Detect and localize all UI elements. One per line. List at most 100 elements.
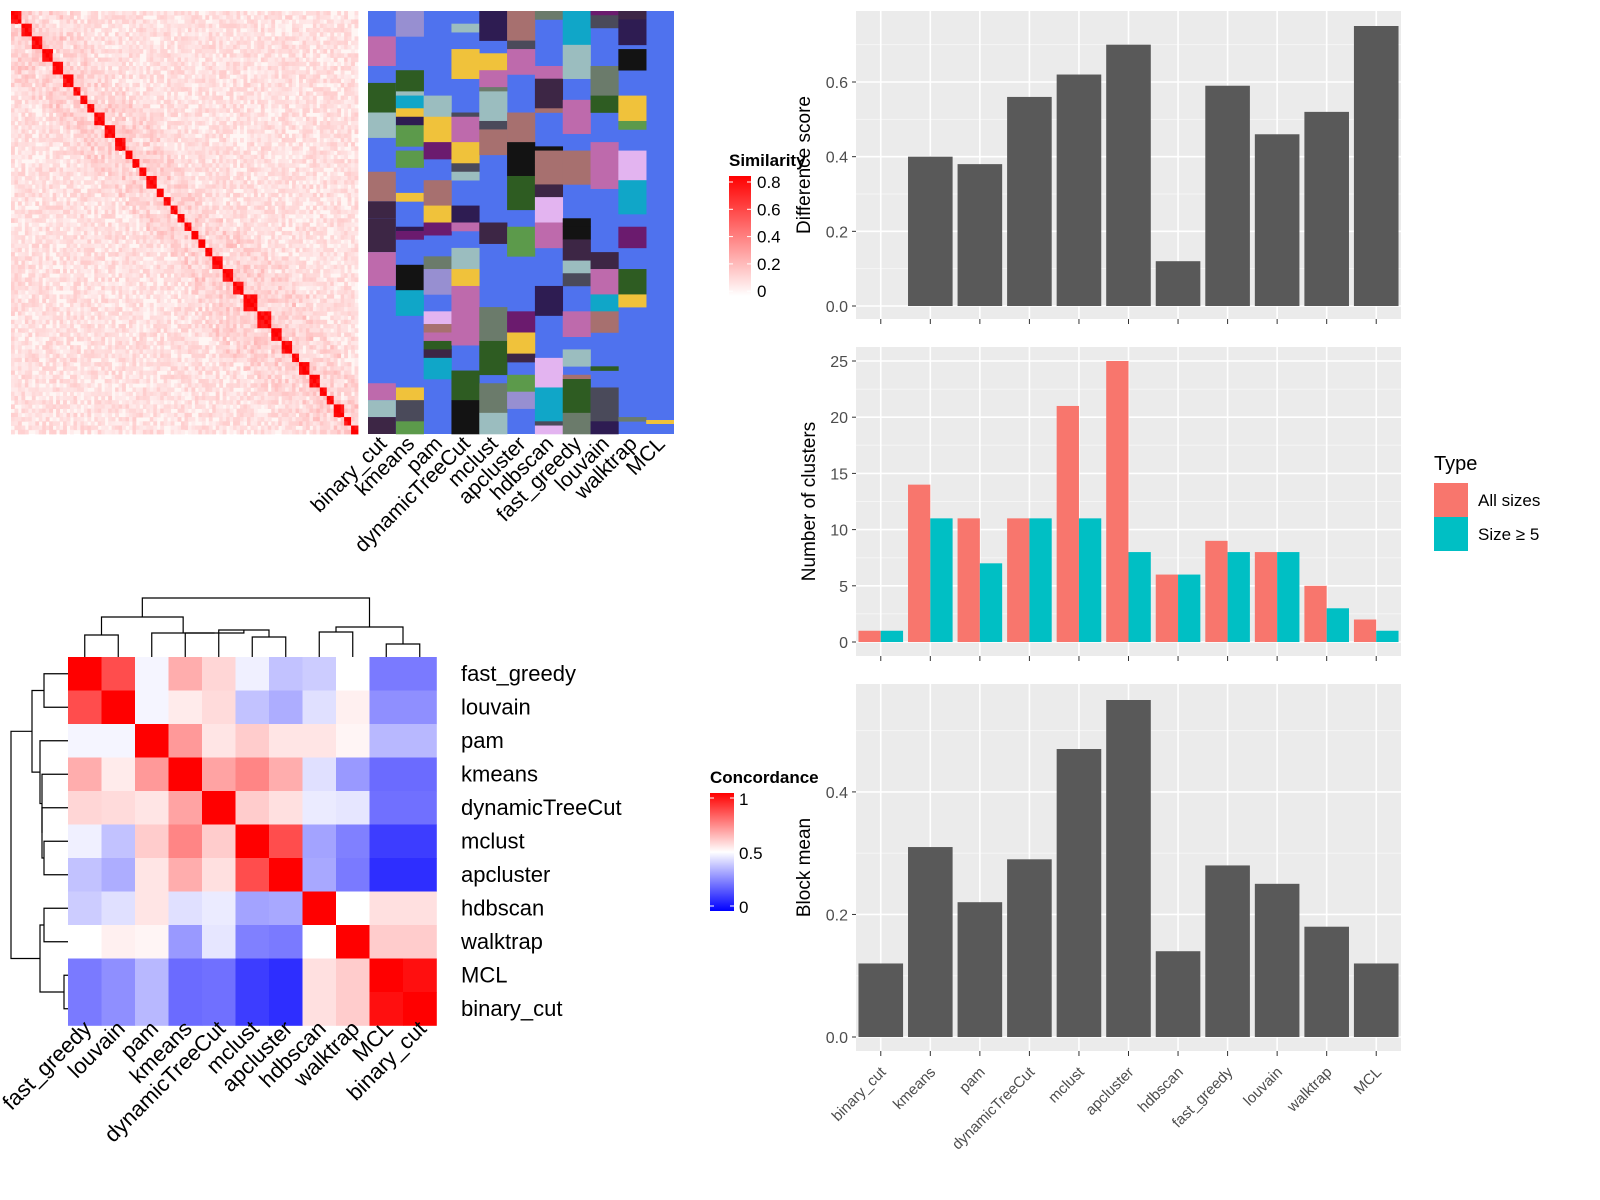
- similarity-cell: [69, 36, 74, 42]
- similarity-cell: [49, 256, 54, 261]
- similarity-cell: [69, 214, 74, 219]
- similarity-cell: [146, 159, 151, 164]
- similarity-cell: [205, 82, 210, 88]
- similarity-cell: [56, 91, 60, 96]
- similarity-cell: [330, 125, 335, 130]
- similarity-cell: [219, 159, 224, 164]
- similarity-cell: [38, 209, 43, 215]
- similarity-cell: [191, 57, 196, 63]
- similarity-cell: [11, 57, 15, 63]
- similarity-cell: [219, 27, 224, 33]
- similarity-cell: [45, 167, 50, 173]
- similarity-cell: [340, 209, 345, 215]
- similarity-cell: [132, 235, 137, 240]
- similarity-cell: [49, 70, 54, 75]
- similarity-cell: [31, 192, 36, 198]
- similarity-cell: [187, 78, 192, 84]
- similarity-cell: [52, 11, 57, 16]
- similarity-cell: [295, 108, 300, 113]
- similarity-cell: [264, 112, 269, 118]
- similarity-cell: [198, 142, 203, 147]
- similarity-cell: [90, 201, 95, 206]
- similarity-cell: [146, 91, 151, 96]
- similarity-cell: [35, 167, 40, 173]
- similarity-cell: [28, 11, 33, 16]
- similarity-cell: [17, 129, 22, 135]
- similarity-cell: [312, 65, 317, 71]
- similarity-cell: [156, 108, 161, 113]
- similarity-cell: [149, 137, 154, 143]
- similarity-cell: [94, 116, 99, 122]
- similarity-cell: [146, 252, 151, 257]
- similarity-cell: [271, 53, 276, 58]
- similarity-cell: [264, 70, 269, 75]
- similarity-cell: [21, 214, 26, 219]
- similarity-cell: [326, 197, 331, 202]
- similarity-cell: [288, 125, 293, 130]
- similarity-cell: [97, 260, 102, 266]
- similarity-cell: [115, 154, 119, 160]
- similarity-cell: [49, 133, 54, 139]
- similarity-cell: [323, 171, 328, 177]
- similarity-cell: [45, 49, 50, 54]
- similarity-cell: [90, 146, 95, 151]
- similarity-cell: [56, 167, 60, 173]
- similarity-cell: [333, 180, 338, 185]
- similarity-cell: [59, 91, 64, 96]
- similarity-cell: [59, 167, 64, 173]
- similarity-cell: [73, 99, 78, 105]
- similarity-cell: [267, 171, 272, 177]
- similarity-cell: [21, 137, 26, 143]
- similarity-cell: [187, 19, 192, 25]
- similarity-cell: [351, 184, 355, 190]
- similarity-cell: [205, 61, 210, 67]
- similarity-cell: [28, 192, 33, 198]
- similarity-cell: [316, 36, 321, 42]
- similarity-cell: [14, 214, 19, 219]
- similarity-cell: [42, 15, 47, 20]
- similarity-cell: [205, 209, 210, 215]
- similarity-cell: [69, 99, 74, 105]
- similarity-cell: [128, 142, 133, 147]
- similarity-cell: [135, 95, 140, 101]
- similarity-cell: [340, 104, 345, 109]
- similarity-cell: [118, 125, 123, 130]
- similarity-cell: [344, 192, 348, 198]
- similarity-cell: [132, 82, 137, 88]
- similarity-cell: [76, 180, 81, 185]
- similarity-cell: [142, 260, 147, 266]
- similarity-cell: [177, 57, 182, 63]
- similarity-cell: [194, 99, 199, 105]
- similarity-cell: [94, 104, 99, 109]
- similarity-cell: [208, 108, 213, 113]
- similarity-cell: [63, 74, 67, 80]
- similarity-cell: [167, 188, 172, 194]
- similarity-cell: [194, 214, 199, 219]
- similarity-cell: [128, 19, 133, 25]
- similarity-cell: [229, 57, 234, 63]
- similarity-cell: [42, 159, 47, 164]
- similarity-cell: [267, 163, 272, 168]
- similarity-cell: [181, 57, 185, 63]
- similarity-cell: [246, 146, 251, 151]
- similarity-cell: [246, 171, 251, 177]
- similarity-cell: [135, 15, 140, 20]
- similarity-cell: [295, 214, 300, 219]
- similarity-cell: [194, 137, 199, 143]
- similarity-cell: [101, 222, 106, 228]
- similarity-cell: [274, 61, 279, 67]
- similarity-cell: [153, 235, 158, 240]
- similarity-cell: [170, 133, 175, 139]
- similarity-cell: [149, 171, 154, 177]
- similarity-cell: [222, 116, 227, 122]
- similarity-cell: [139, 108, 144, 113]
- similarity-cell: [194, 36, 199, 42]
- similarity-cell: [257, 112, 262, 118]
- similarity-cell: [45, 61, 50, 67]
- similarity-cell: [14, 218, 19, 223]
- similarity-cell: [260, 87, 265, 92]
- similarity-cell: [24, 129, 29, 135]
- similarity-cell: [35, 11, 40, 16]
- similarity-cell: [111, 243, 116, 249]
- similarity-cell: [319, 49, 324, 54]
